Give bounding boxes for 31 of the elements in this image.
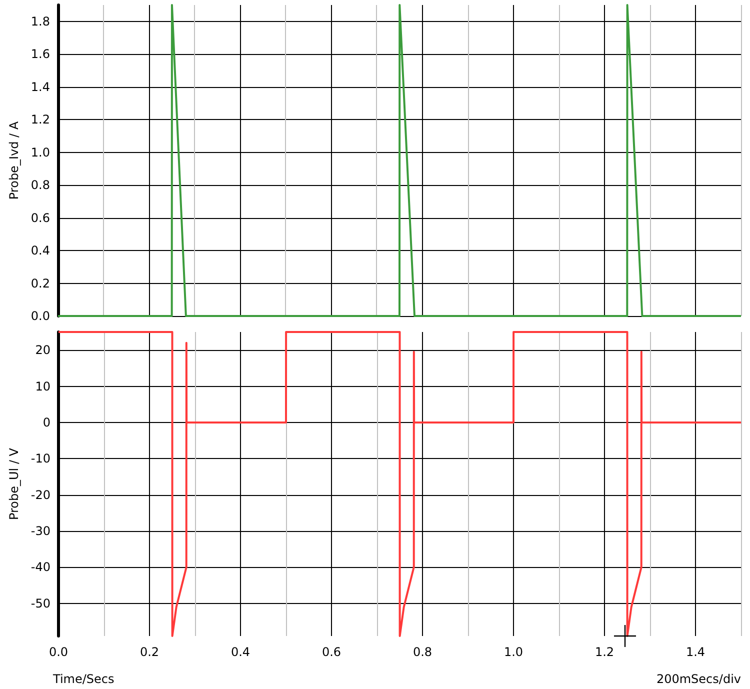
x-tick-label: 0.6 (322, 645, 342, 659)
y-tick-label: -30 (30, 524, 50, 538)
y-tick-label: 0.6 (30, 210, 50, 225)
y-axis-title: Probe_Ivd / A (7, 120, 21, 200)
x-tick-label: 1.4 (686, 645, 706, 659)
x-tick-label: 1.2 (594, 645, 614, 659)
y-tick-label: -10 (30, 452, 50, 466)
y-tick-label: 0.2 (30, 276, 50, 290)
y-tick-label: 0.4 (30, 244, 50, 258)
line-series (58, 331, 742, 637)
y-tick-label: 1.0 (30, 145, 50, 160)
x-tick-label: 1.0 (504, 645, 524, 659)
y-tick-label: 1.6 (30, 47, 50, 62)
y-tick-label: 20 (35, 343, 50, 358)
text: 200mSecs/div (656, 672, 742, 686)
y-tick-label: -40 (30, 560, 50, 574)
y-tick-label: -20 (30, 488, 50, 502)
y-tick-label: 1.8 (30, 14, 50, 28)
y-tick-label: -50 (30, 596, 50, 610)
x-tick-label: 0.0 (48, 645, 68, 659)
x-tick-label: 0.4 (230, 645, 250, 659)
y-tick-label: 1.4 (30, 80, 50, 94)
y-axis-title: Probe_Ul / V (7, 447, 21, 520)
y-tick-label: 10 (35, 379, 50, 394)
x-axis-title: Time/Secs (52, 672, 114, 686)
y-tick-label: 0.0 (30, 309, 50, 323)
y-tick-label: 1.2 (30, 112, 50, 127)
x-tick-label: 0.2 (140, 645, 160, 659)
x-tick-label: 0.8 (412, 645, 432, 659)
y-tick-label: 0.8 (30, 178, 50, 192)
y-tick-label: 0 (42, 415, 50, 430)
